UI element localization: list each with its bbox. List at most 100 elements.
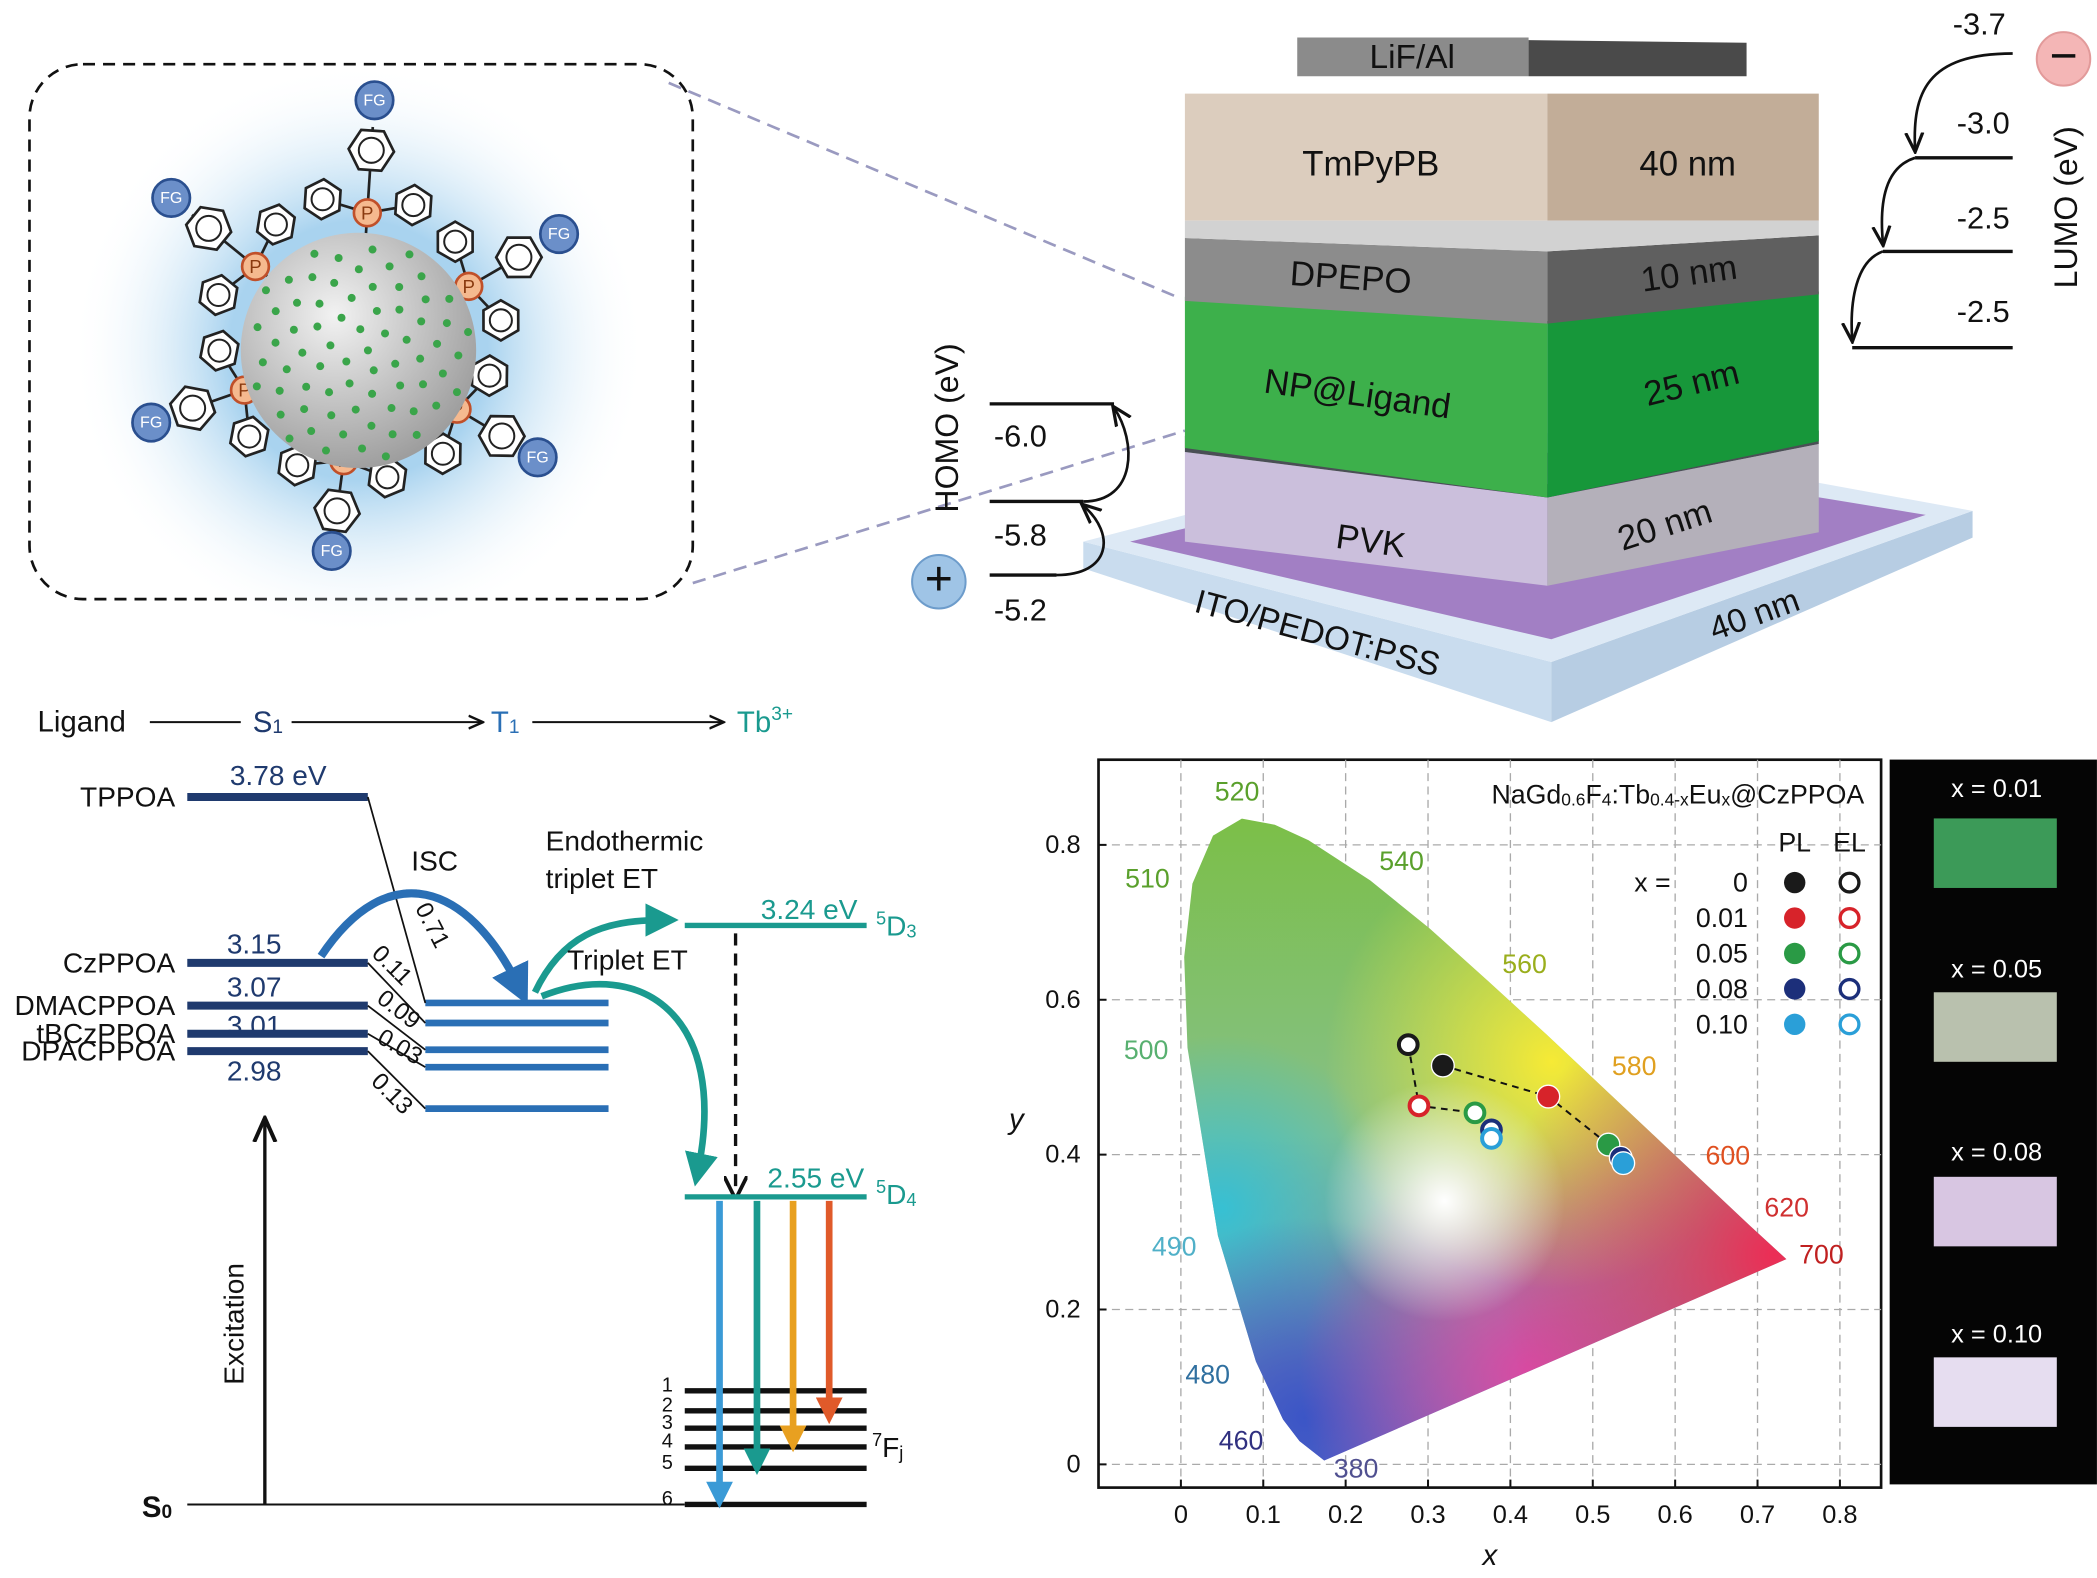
label-part: 3 — [906, 920, 916, 941]
phenyl-inner — [195, 214, 223, 242]
dopant-dot — [421, 295, 430, 304]
layer-dpepo — [1547, 235, 1819, 324]
layer-np — [1184, 296, 1548, 498]
phenyl-ring — [347, 128, 396, 173]
dopant-dot — [271, 338, 280, 347]
electron-transfer — [1915, 52, 2013, 149]
dopant-dot — [275, 386, 284, 395]
energy-gap: 0.09 — [372, 985, 426, 1035]
phenyl-ring — [470, 354, 509, 398]
fg-group — [131, 402, 172, 443]
chart-title: NaGd0.6F4:Tb0.4-xEux@CzPPOA — [1491, 779, 1864, 809]
label-part: x — [1721, 789, 1730, 809]
fg-label: FG — [548, 225, 570, 243]
wavelength-label: 620 — [1764, 1193, 1809, 1223]
y-axis-label: y — [1007, 1103, 1026, 1136]
dopant-dot — [337, 313, 346, 322]
level-label: 7Fj — [872, 1429, 903, 1463]
ligand-name: DMACPPOA — [15, 990, 176, 1021]
layer-dpepo — [1184, 238, 1548, 324]
legend-marker — [1784, 978, 1806, 1000]
device-photo — [1933, 992, 2057, 1062]
dopant-dot — [367, 421, 376, 430]
dopant-dot — [253, 323, 262, 332]
label-part: 1 — [272, 717, 283, 738]
dopant-dot — [368, 282, 377, 291]
dopant-dot — [356, 325, 365, 334]
label-part: 0 — [161, 1502, 172, 1523]
fg-group — [354, 80, 395, 121]
wavelength-label: 510 — [1125, 864, 1170, 894]
device-photo — [1933, 818, 2057, 888]
phenyl-ring — [477, 414, 527, 458]
s1-energy: 3.15 — [227, 929, 282, 960]
dopant-dot — [330, 278, 339, 287]
label-part: D — [886, 910, 906, 941]
pl-point — [1611, 1151, 1636, 1176]
header-label: T1 — [491, 706, 520, 739]
phenyl-ring — [494, 236, 544, 279]
s1-energy: 3.78 eV — [230, 760, 327, 791]
el-point — [1480, 1127, 1503, 1150]
legend-marker — [1784, 871, 1806, 894]
y-tick-label: 0 — [1066, 1450, 1080, 1478]
level-value: -5.8 — [994, 517, 1047, 552]
dopant-dot — [464, 328, 473, 337]
layer-tmpypb — [1184, 93, 1548, 221]
wavelength-label: 480 — [1185, 1360, 1230, 1390]
s0-label: S0 — [142, 1491, 172, 1524]
phenyl-inner — [179, 394, 207, 422]
phenyl-ring — [482, 298, 520, 342]
header-label: Ligand — [38, 706, 126, 739]
dopant-dot — [395, 305, 404, 314]
dopant-dot — [419, 380, 428, 389]
dopant-dot — [252, 382, 261, 391]
dopant-dot — [351, 405, 360, 414]
phosphorus-atom — [352, 198, 382, 228]
x-tick-label: 0.5 — [1575, 1501, 1610, 1529]
dopant-dot — [396, 381, 405, 390]
layer-cathode — [1528, 40, 1747, 77]
substrate-side — [1551, 510, 1973, 723]
dopant-dot — [432, 401, 441, 410]
x-tick-label: 0.3 — [1410, 1501, 1445, 1529]
layer-pvk — [1547, 443, 1819, 586]
layer-pvk — [1184, 452, 1548, 586]
label-part: 4 — [906, 1189, 916, 1210]
phenyl-ring — [303, 177, 342, 221]
isc-label: ISC — [411, 846, 458, 877]
ligand-name: DPACPPOA — [21, 1036, 175, 1067]
dopant-dot — [308, 273, 317, 282]
dopant-dot — [368, 389, 377, 398]
substrate-side — [1083, 541, 1552, 723]
phenyl-inner — [206, 282, 231, 308]
dopant-dot — [258, 358, 267, 367]
phenyl-inner — [505, 243, 533, 271]
dopant-dot — [369, 366, 378, 375]
photo-label: x = 0.01 — [1951, 775, 2042, 803]
fg-label: FG — [321, 542, 343, 560]
y-tick-label: 0.8 — [1045, 831, 1080, 859]
dopant-dot — [325, 388, 334, 397]
wavelength-label: 500 — [1124, 1035, 1169, 1065]
process-label: Endothermic — [546, 826, 704, 857]
legend-marker — [1838, 1013, 1861, 1036]
f-level-index: 1 — [662, 1374, 673, 1396]
wavelength-label: 700 — [1799, 1239, 1844, 1269]
label-part: F — [882, 1431, 899, 1462]
electron-transfer — [1882, 156, 1916, 244]
phenyl-ring — [198, 273, 239, 317]
label-part: NaGd — [1491, 779, 1561, 809]
phenyl-inner — [477, 363, 502, 388]
process-label: Triplet ET — [567, 945, 688, 976]
wavelength-label: 380 — [1334, 1453, 1379, 1483]
layer-name: LiF/Al — [1370, 39, 1455, 76]
phenyl-inner — [488, 422, 516, 450]
dopant-dot — [381, 329, 390, 338]
dopant-dot — [452, 388, 461, 397]
isc-arrow — [317, 889, 529, 1005]
fg-group — [151, 177, 192, 218]
dopant-dot — [326, 341, 335, 350]
dopant-dot — [368, 245, 377, 254]
